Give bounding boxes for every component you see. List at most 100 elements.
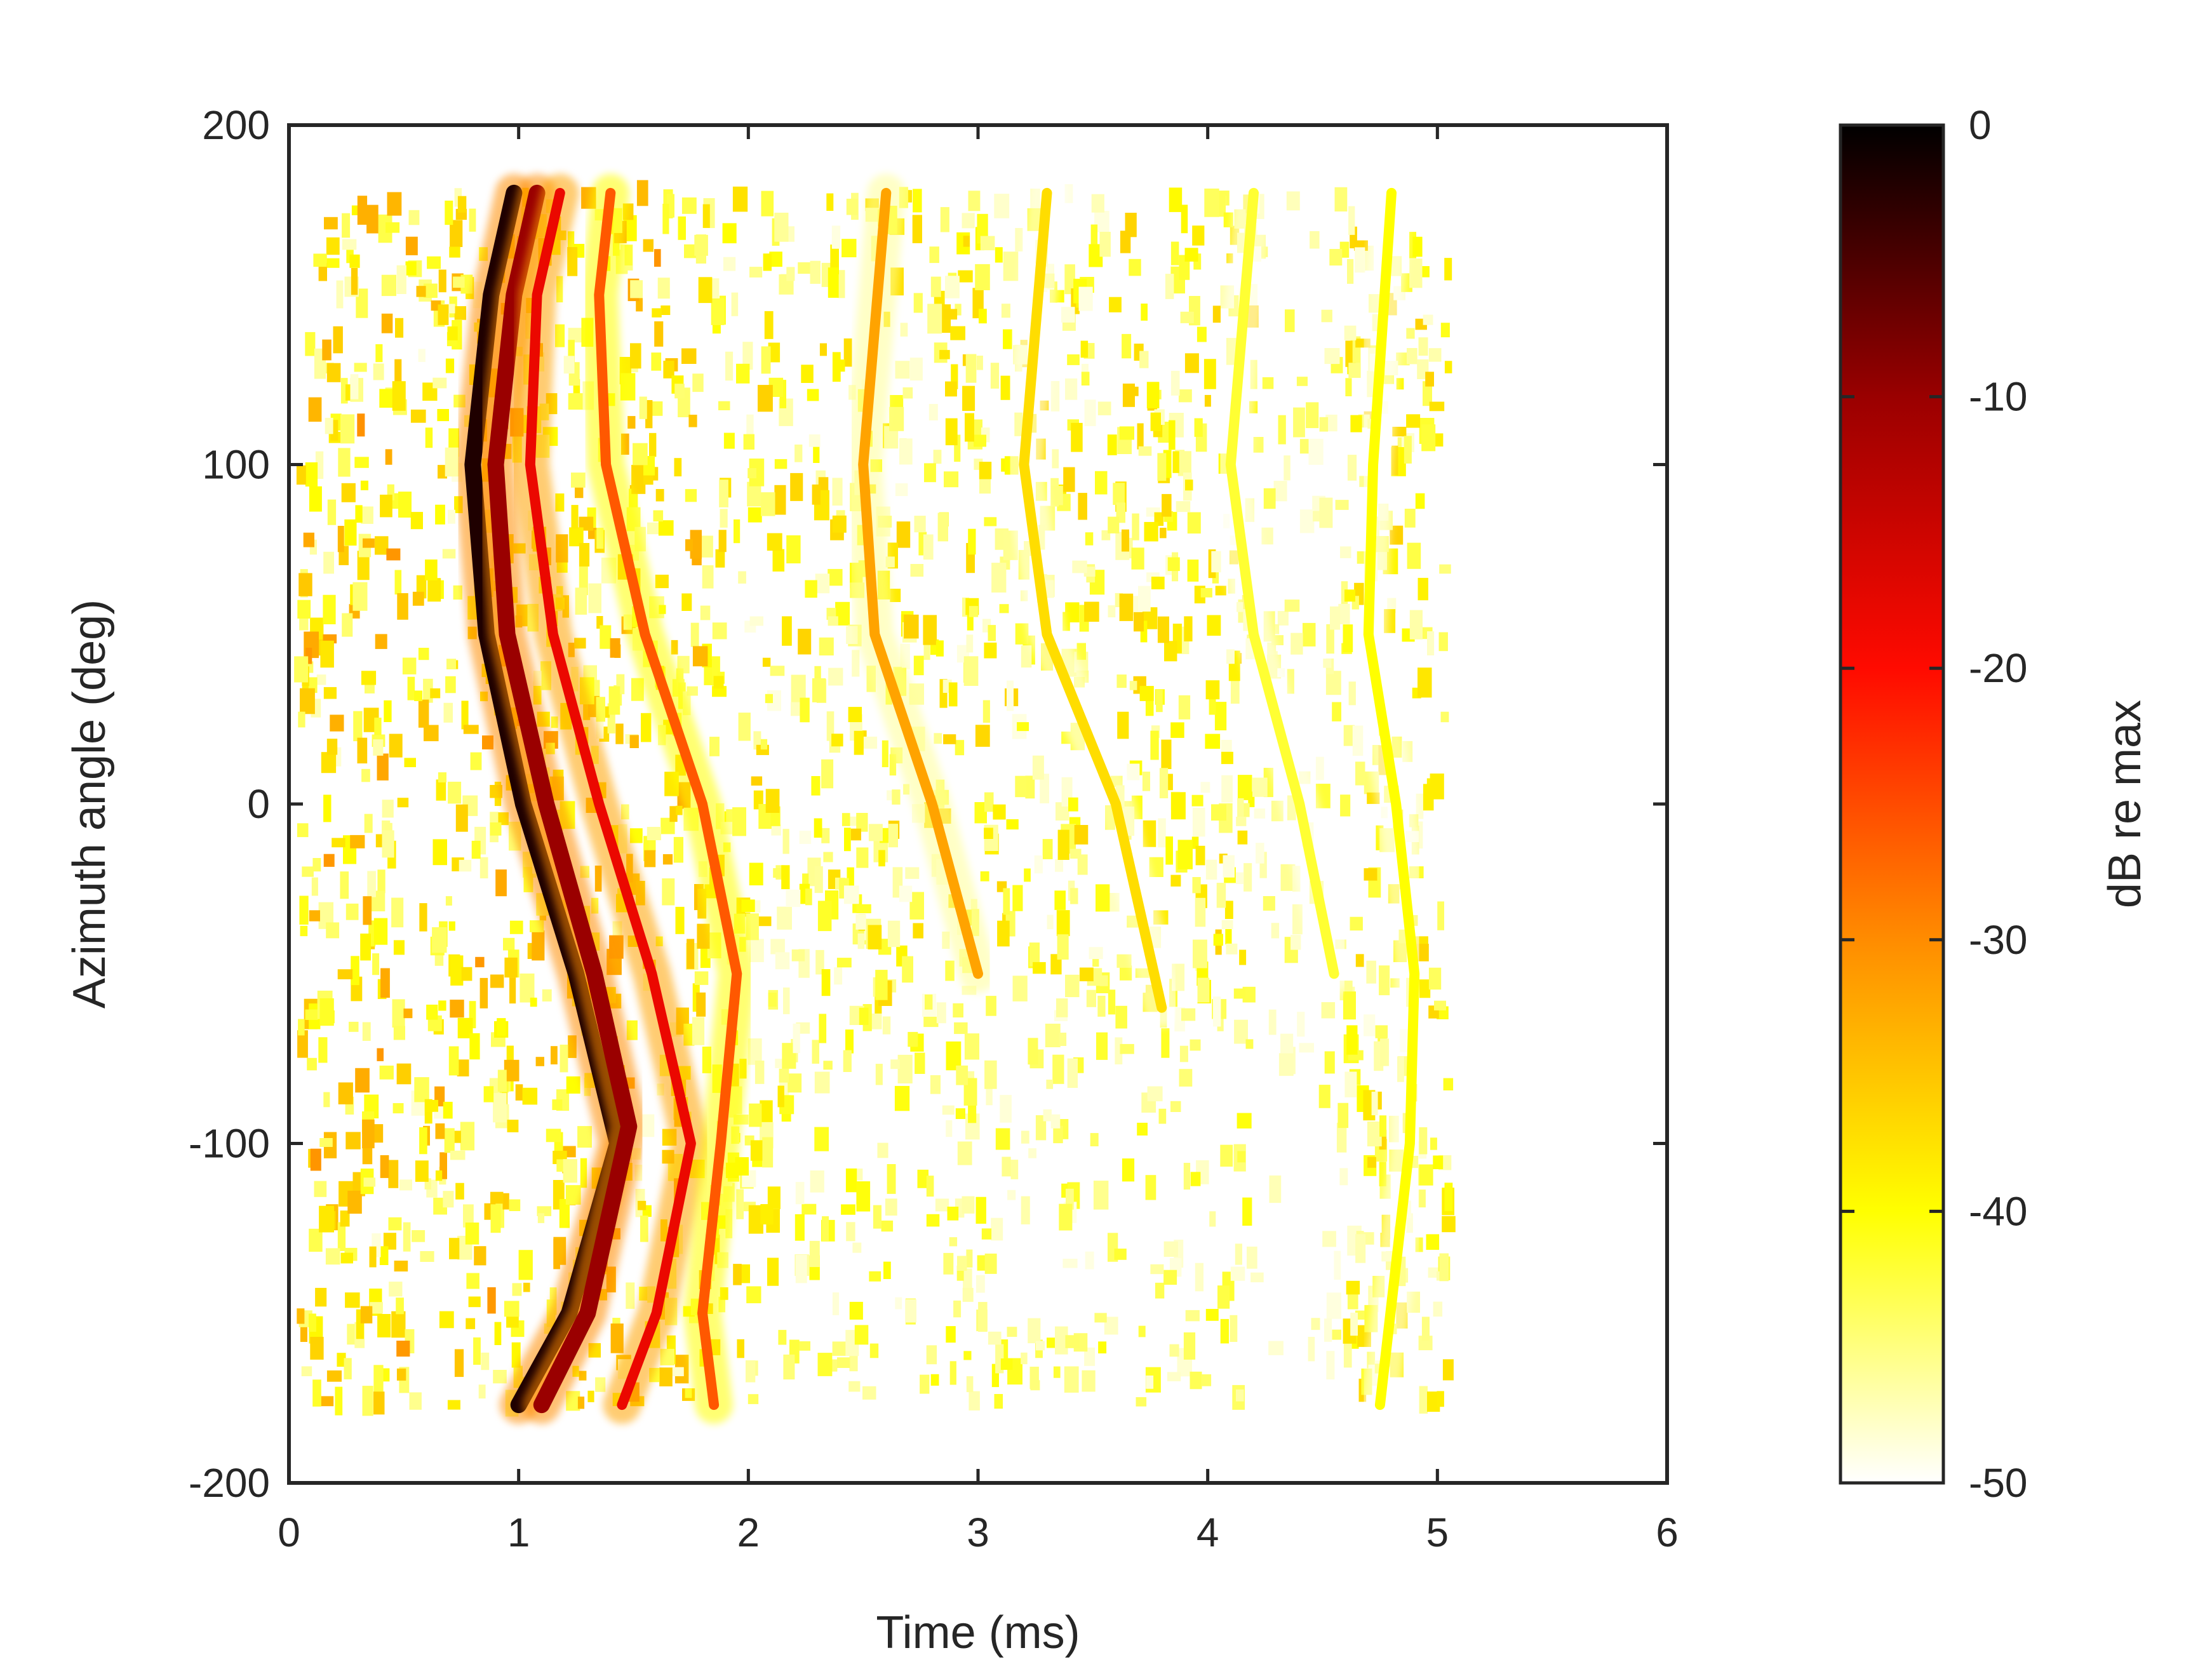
- heatmap-cell: [344, 519, 357, 546]
- heatmap-cell: [571, 472, 586, 488]
- heatmap-cell: [1242, 1197, 1252, 1226]
- heatmap-cell: [1425, 372, 1434, 387]
- heatmap-cell: [1325, 414, 1337, 432]
- heatmap-cell: [1160, 528, 1167, 539]
- heatmap-cell: [982, 700, 990, 723]
- heatmap-cell: [447, 326, 458, 340]
- ridge-reflection-2: [580, 173, 756, 1424]
- heatmap-cell: [1380, 1038, 1390, 1066]
- heatmap-cell: [1230, 679, 1240, 704]
- heatmap-cell: [823, 852, 833, 862]
- heatmap-cell: [747, 507, 762, 523]
- heatmap-cell: [1034, 855, 1043, 874]
- heatmap-cell: [1263, 896, 1275, 911]
- heatmap-cell: [702, 565, 714, 589]
- heatmap-cell: [1348, 206, 1355, 235]
- heatmap-cell: [461, 700, 469, 730]
- heatmap-cell: [1329, 249, 1343, 266]
- heatmap-cell: [1074, 825, 1089, 845]
- heatmap-cell: [363, 896, 372, 925]
- heatmap-cell: [1021, 1130, 1029, 1144]
- heatmap-cell: [854, 730, 864, 755]
- heatmap-cell: [930, 276, 941, 297]
- colorbar: [1839, 123, 1945, 1485]
- heatmap-cell: [812, 678, 826, 702]
- heatmap-cell: [750, 1140, 763, 1161]
- heatmap-cell: [498, 812, 509, 826]
- heatmap-cell: [448, 1046, 459, 1076]
- heatmap-cell: [991, 1217, 1003, 1241]
- heatmap-cell: [1233, 988, 1245, 999]
- heatmap-cell: [494, 1322, 502, 1345]
- heatmap-cell: [1007, 1327, 1017, 1337]
- heatmap-cell: [1139, 351, 1149, 368]
- heatmap-cell: [620, 373, 636, 401]
- heatmap-cell: [408, 210, 420, 225]
- heatmap-cell: [878, 850, 885, 867]
- heatmap-cell: [1343, 1339, 1352, 1368]
- heatmap-cell: [917, 1169, 928, 1188]
- y-tick-label: 200: [202, 102, 270, 148]
- heatmap-cell: [595, 1377, 606, 1392]
- heatmap-cell: [1262, 377, 1274, 389]
- heatmap-cell: [568, 393, 583, 410]
- heatmap-cell: [325, 258, 340, 268]
- heatmap-cell: [915, 1052, 925, 1074]
- heatmap-cell: [819, 343, 827, 356]
- heatmap-cell: [1071, 422, 1083, 452]
- heatmap-cell: [1197, 977, 1210, 1003]
- heatmap-cell: [442, 549, 456, 559]
- heatmap-cell: [305, 1009, 318, 1020]
- heatmap-cell: [1391, 445, 1398, 476]
- ridge-core: [858, 187, 983, 979]
- heatmap-cell: [1350, 226, 1357, 248]
- heatmap-cell: [1375, 1025, 1388, 1038]
- heatmap-cell: [466, 1273, 479, 1289]
- heatmap-cell: [863, 736, 878, 749]
- heatmap-cell: [1433, 1155, 1444, 1169]
- heatmap-cell: [360, 480, 368, 490]
- heatmap-cell: [354, 457, 369, 468]
- heatmap-cell: [747, 481, 761, 507]
- heatmap-cell: [355, 1068, 370, 1093]
- heatmap-cell: [868, 925, 882, 949]
- heatmap-cell: [377, 1048, 384, 1061]
- colorbar-label: dB re max: [2100, 700, 2150, 908]
- heatmap-cell: [438, 772, 446, 782]
- heatmap-cell: [1033, 962, 1046, 974]
- heatmap-cell: [479, 857, 488, 879]
- heatmap-cell: [1097, 995, 1106, 1017]
- heatmap-cell: [555, 324, 565, 347]
- heatmap-cell: [1259, 852, 1267, 878]
- heatmap-cell: [1205, 859, 1217, 880]
- heatmap-cell: [1277, 611, 1289, 626]
- heatmap-cell: [957, 1141, 972, 1165]
- heatmap-cell: [974, 802, 987, 824]
- heatmap-cell: [913, 655, 924, 676]
- heatmap-cell: [975, 725, 990, 747]
- heatmap-cell: [1177, 451, 1191, 476]
- heatmap-cell: [930, 1374, 939, 1386]
- heatmap-cell: [1430, 774, 1444, 800]
- heatmap-cell: [731, 292, 739, 316]
- heatmap-cell: [1334, 1250, 1341, 1280]
- heatmap-cell: [1326, 624, 1334, 654]
- heatmap-cell: [396, 1063, 412, 1085]
- heatmap-cell: [1056, 290, 1064, 303]
- heatmap-cell: [1278, 415, 1286, 445]
- x-axis-label: Time (ms): [876, 1607, 1080, 1658]
- heatmap-cell: [335, 1386, 343, 1416]
- heatmap-cell: [747, 1038, 762, 1065]
- heatmap-cell: [821, 759, 834, 789]
- heatmap-cell: [1209, 1211, 1216, 1227]
- heatmap-cell: [951, 364, 958, 389]
- heatmap-cell: [299, 895, 309, 925]
- heatmap-cell: [794, 445, 803, 462]
- heatmap-cell: [895, 361, 910, 379]
- heatmap-cell: [849, 1301, 863, 1320]
- heatmap-cell: [828, 667, 843, 686]
- heatmap-cell: [468, 1296, 481, 1308]
- heatmap-cell: [828, 267, 839, 298]
- heatmap-cell: [963, 1268, 972, 1290]
- heatmap-cell: [836, 958, 852, 968]
